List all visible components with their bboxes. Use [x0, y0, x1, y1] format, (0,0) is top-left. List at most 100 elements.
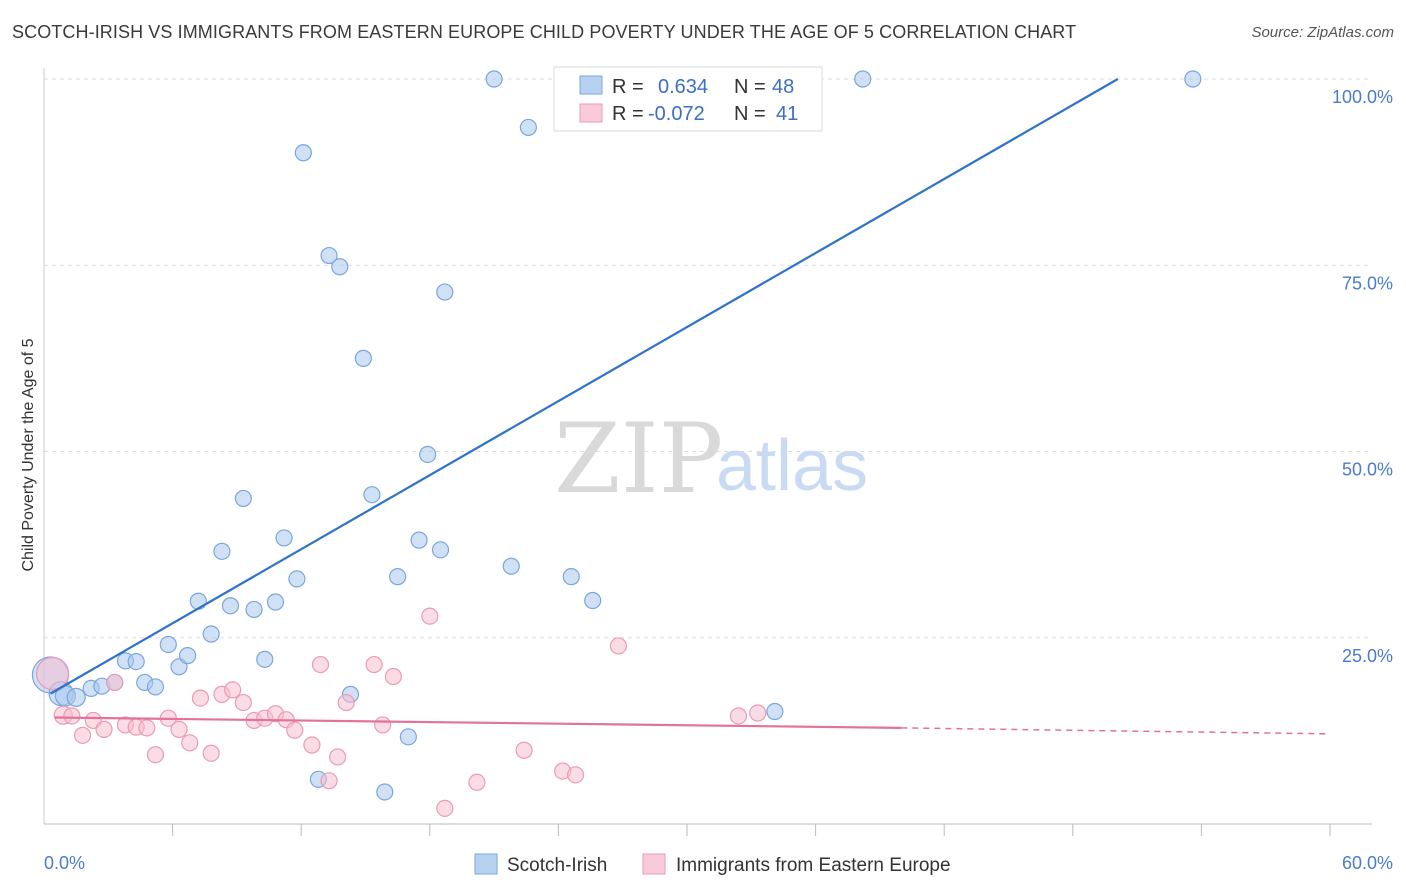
series-legend-swatch-scotch-irish	[474, 853, 498, 875]
eastern-europe-point-27	[329, 748, 347, 766]
eastern-europe-point-17	[224, 681, 242, 699]
y-tick-label-50: 50.0%	[1342, 460, 1393, 480]
eastern-europe-point-9	[138, 719, 156, 737]
eastern-europe-point-30	[374, 716, 392, 734]
series-legend: Scotch-Irish Immigrants from Eastern Eur…	[474, 853, 951, 876]
scotch-irish-point-41	[562, 568, 580, 586]
scotch-irish-point-14	[189, 592, 207, 610]
x-tick-label-min: 0.0%	[44, 853, 85, 873]
scotch-irish-point-16	[213, 542, 231, 560]
scotch-irish-point-19	[245, 600, 263, 619]
scotch-irish-point-37	[436, 283, 454, 301]
scotch-irish-point-10	[146, 678, 165, 696]
scotch-irish-point-11	[159, 635, 177, 654]
eastern-europe-point-5	[95, 720, 113, 738]
y-tick-label-100: 100.0%	[1332, 87, 1393, 107]
eastern-europe-point-14	[191, 689, 210, 707]
eastern-europe-point-35	[515, 741, 533, 759]
scotch-irish-point-43	[766, 702, 784, 721]
series-legend-swatch-eastern-europe	[642, 853, 666, 875]
stats-legend-n-label-1: N =	[734, 76, 766, 98]
eastern-europe-point-24	[303, 736, 321, 754]
scotch-irish-point-23	[288, 570, 306, 588]
scotch-irish-point-22	[275, 529, 293, 547]
eastern-europe-point-37	[566, 766, 585, 784]
scotch-irish-point-15	[202, 625, 220, 643]
chart-title: SCOTCH-IRISH VS IMMIGRANTS FROM EASTERN …	[12, 22, 1077, 42]
scotch-irish-point-3	[66, 687, 86, 707]
gridlines	[44, 78, 1372, 639]
trend-line-eastern-europe	[54, 716, 902, 729]
eastern-europe-point-28	[337, 693, 355, 712]
eastern-europe-point-2	[63, 707, 81, 725]
watermark-atlas: atlas	[716, 426, 868, 506]
trend-line-eastern-europe-extension	[901, 727, 1331, 735]
watermark-zip: ZIP	[554, 403, 723, 515]
eastern-europe-point-33	[436, 799, 454, 817]
eastern-europe-point-12	[170, 720, 188, 738]
x-tick-label-max: 60.0%	[1342, 853, 1393, 873]
series-legend-label-scotch-irish: Scotch-Irish	[507, 855, 607, 876]
scotch-irish-point-26	[320, 246, 338, 265]
stats-legend-r-value-1: 0.634	[658, 76, 708, 98]
scotch-irish-point-21	[266, 593, 285, 611]
series-legend-label-eastern-europe: Immigrants from Eastern Europe	[676, 855, 951, 876]
stats-legend: R = 0.634 N = 48 R = -0.072 N = 41	[553, 66, 823, 132]
scotch-irish-point-30	[363, 486, 381, 504]
stats-legend-swatch-blue	[579, 75, 603, 95]
scotch-irish-point-13	[179, 647, 197, 665]
eastern-europe-point-32	[421, 607, 439, 625]
scotch-irish-point-38	[485, 70, 503, 88]
eastern-europe-point-29	[365, 655, 383, 674]
eastern-europe-point-31	[384, 667, 402, 686]
scotch-irish-point-8	[127, 652, 145, 671]
x-tick-labels: 0.0% 60.0%	[44, 853, 1393, 873]
x-axis-ticks	[172, 824, 1331, 836]
eastern-europe-point-40	[749, 704, 767, 722]
y-tick-label-75: 75.0%	[1342, 273, 1393, 293]
scotch-irish-point-42	[584, 591, 602, 610]
eastern-europe-point-15	[202, 744, 220, 762]
eastern-europe-point-13	[181, 734, 199, 752]
eastern-europe-point-0	[35, 656, 70, 691]
scotch-irish-point-29	[354, 349, 372, 367]
y-tick-label-25: 25.0%	[1342, 646, 1393, 666]
stats-legend-n-value-2: 41	[776, 103, 798, 125]
y-tick-labels: 25.0% 50.0% 75.0% 100.0%	[1332, 87, 1393, 666]
eastern-europe-point-10	[146, 746, 165, 764]
y-axis-label: Child Poverty Under the Age of 5	[20, 338, 37, 571]
trend-lines	[49, 78, 1331, 735]
stats-legend-n-value-1: 48	[772, 76, 794, 98]
eastern-europe-point-25	[311, 655, 330, 674]
scotch-irish-point-36	[431, 541, 450, 559]
eastern-europe-point-23	[286, 721, 304, 739]
scotch-irish-point-45	[1184, 70, 1202, 88]
eastern-europe-point-34	[468, 773, 486, 791]
scotch-irish-point-35	[419, 445, 437, 464]
scotch-irish-point-20	[256, 650, 274, 668]
eastern-europe-point-38	[609, 637, 628, 655]
stats-legend-r-value-2: -0.072	[648, 103, 705, 125]
scotch-irish-point-39	[502, 557, 520, 575]
scotch-irish-point-24	[294, 144, 312, 162]
scotch-irish-point-44	[854, 70, 872, 88]
scotch-irish-point-32	[389, 568, 407, 586]
stats-legend-swatch-pink	[579, 103, 603, 123]
eastern-europe-point-3	[73, 726, 92, 744]
scotch-irish-point-33	[399, 728, 417, 746]
scotch-irish-point-31	[376, 783, 394, 801]
stats-legend-r-label-2: R =	[612, 103, 644, 125]
data-points	[31, 70, 1202, 817]
stats-legend-n-label-2: N =	[734, 103, 766, 125]
watermark: ZIP atlas	[554, 403, 868, 515]
trend-line-scotch-irish	[49, 78, 1119, 695]
eastern-europe-point-39	[729, 707, 748, 725]
axes	[43, 68, 1372, 836]
scotch-irish-point-40	[519, 118, 537, 137]
stats-legend-r-label-1: R =	[612, 76, 644, 98]
eastern-europe-point-6	[106, 673, 124, 692]
eastern-europe-point-18	[234, 693, 252, 712]
scotch-irish-point-17	[221, 597, 240, 615]
source-credit: Source: ZipAtlas.com	[1251, 24, 1394, 41]
